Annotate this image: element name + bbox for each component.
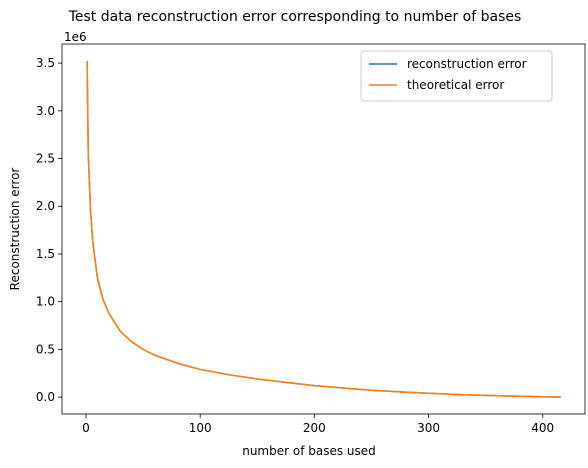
plot-frame [61, 43, 586, 415]
series-line-theoretical-error [86, 61, 562, 398]
x-tick-label: 0 [82, 421, 90, 435]
legend-label-reconstruction-error: reconstruction error [407, 57, 527, 71]
plot-area [61, 43, 586, 415]
series-layer [86, 61, 562, 398]
x-tick-label: 100 [189, 421, 212, 435]
y-tick-label: 3.0 [36, 104, 55, 118]
x-tick-label: 400 [531, 421, 554, 435]
x-axis-label: number of bases used [242, 444, 376, 458]
y-tick-label: 1.5 [36, 247, 55, 261]
y-tick-label: 1.0 [36, 295, 55, 309]
x-axis-ticks: 0 100 200 300 400 [82, 414, 554, 435]
legend: reconstruction error theoretical error [360, 50, 553, 102]
y-tick-label: 3.5 [36, 56, 55, 70]
x-tick-label: 300 [417, 421, 440, 435]
y-tick-label: 0.5 [36, 342, 55, 356]
y-tick-label: 0.0 [36, 390, 55, 404]
chart-title: Test data reconstruction error correspon… [68, 9, 522, 25]
y-axis-label: Reconstruction error [8, 168, 22, 291]
series-line-reconstruction-error [86, 61, 562, 398]
y-tick-label: 2.5 [36, 152, 55, 166]
y-offset-text: 1e6 [64, 30, 87, 44]
legend-label-theoretical-error: theoretical error [407, 78, 504, 92]
y-axis-ticks: 0.0 0.5 1.0 1.5 2.0 2.5 3.0 3.5 [36, 56, 62, 404]
legend-box [360, 50, 553, 102]
y-tick-label: 2.0 [36, 199, 55, 213]
x-tick-label: 200 [303, 421, 326, 435]
